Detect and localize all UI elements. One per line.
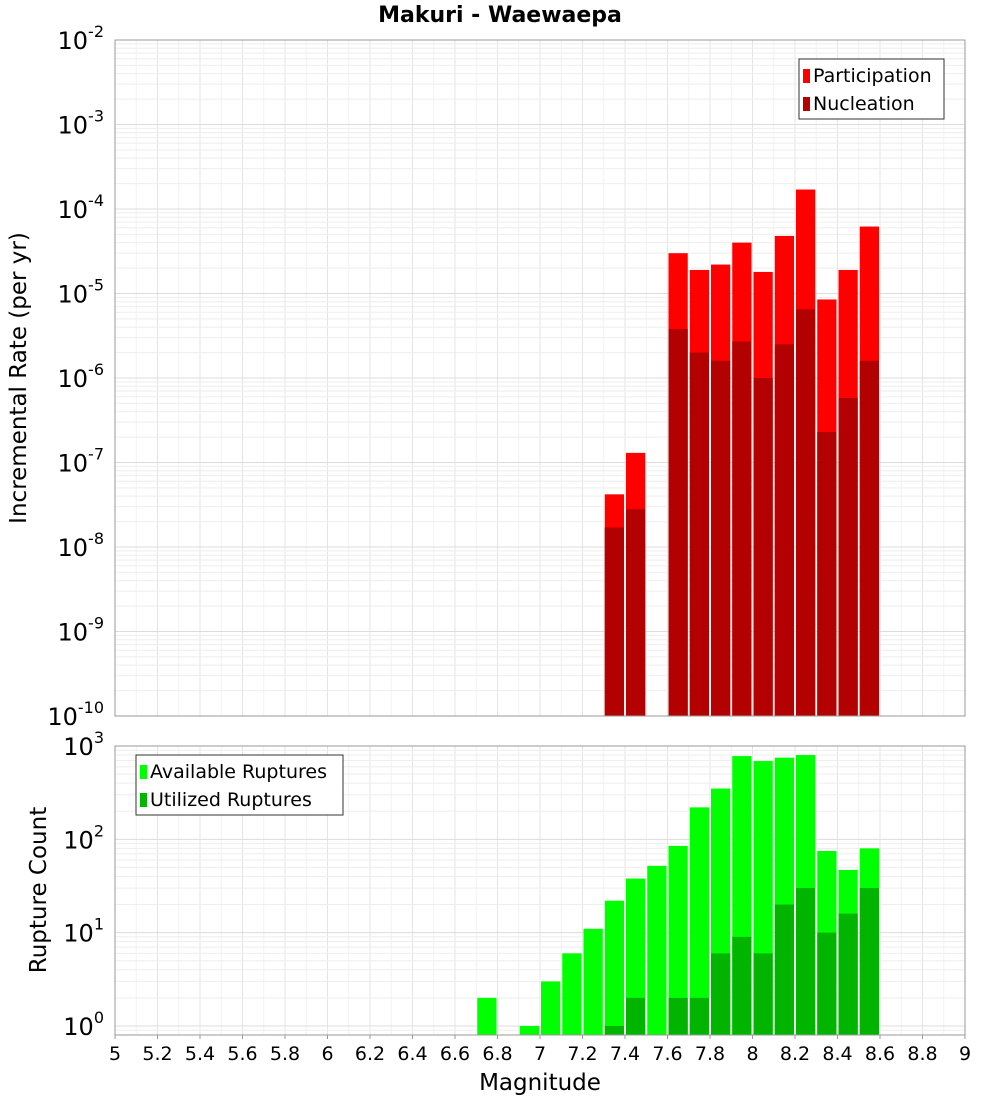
- bar-utilized: [796, 888, 816, 1035]
- x-tick-label: 9: [959, 1043, 971, 1065]
- bar-nucleation: [711, 360, 731, 716]
- bar-available: [583, 928, 603, 1035]
- bar-available: [689, 807, 709, 1035]
- bar-available: [604, 900, 624, 1035]
- bottom-y-tick-labels: 100 101 102 103: [63, 728, 104, 1041]
- y-tick-label: 10-8: [58, 529, 105, 562]
- x-tick-label: 8: [746, 1043, 758, 1065]
- chart-title: Makuri - Waewaepa: [378, 3, 622, 28]
- x-tick-label: 5.4: [185, 1043, 215, 1065]
- x-tick-label: 8.6: [865, 1043, 895, 1065]
- bar-available: [647, 865, 667, 1035]
- bar-utilized: [838, 913, 858, 1035]
- x-tick-label: 6.2: [355, 1043, 385, 1065]
- legend-label: Nucleation: [813, 93, 915, 115]
- bar-nucleation: [774, 344, 794, 716]
- x-tick-labels: 5 5.2 5.4 5.6 5.8 6 6.2 6.4 6.6 6.8 7 7.2 7.4 7.6 7.8 8…: [109, 1035, 971, 1065]
- bar-available: [668, 845, 688, 1035]
- y-tick-label: 10-10: [47, 698, 104, 731]
- bar-nucleation: [796, 309, 816, 716]
- legend-swatch: [140, 765, 147, 779]
- bar-utilized: [859, 888, 879, 1035]
- legend-swatch: [803, 69, 810, 83]
- x-axis-label: Magnitude: [479, 1070, 601, 1096]
- bar-nucleation: [626, 509, 646, 716]
- bar-utilized: [626, 997, 646, 1035]
- top-bars: [604, 189, 879, 717]
- bar-available: [519, 1025, 539, 1035]
- bar-nucleation: [732, 341, 752, 716]
- top-grid: [114, 39, 966, 717]
- x-tick-label: 5: [109, 1043, 121, 1065]
- bar-available: [626, 878, 646, 1035]
- bar-available: [541, 981, 561, 1035]
- bar-nucleation: [753, 378, 773, 716]
- bar-nucleation: [689, 352, 709, 716]
- bar-available: [562, 953, 582, 1035]
- bar-utilized: [689, 997, 709, 1035]
- top-y-tick-labels: 10-10 10-9 10-8 10-7 10-6 10-5 10-4 10-3 10-2: [47, 22, 104, 731]
- y-tick-label: 103: [63, 728, 104, 761]
- top-y-axis-label: Incremental Rate (per yr): [6, 232, 32, 524]
- y-tick-label: 101: [63, 915, 104, 948]
- x-tick-label: 7.2: [567, 1043, 597, 1065]
- bar-nucleation: [838, 397, 858, 716]
- x-tick-label: 6.8: [482, 1043, 512, 1065]
- x-tick-label: 6.4: [397, 1043, 427, 1065]
- y-tick-label: 100: [63, 1008, 104, 1041]
- top-plot-border: [114, 39, 966, 717]
- legend-box: [135, 754, 344, 816]
- top-legend: Participation Nucleation: [798, 58, 945, 120]
- legend-swatch: [140, 793, 147, 807]
- legend-label: Utilized Ruptures: [150, 789, 312, 811]
- bar-utilized: [817, 932, 837, 1035]
- y-tick-label: 10-2: [58, 22, 105, 55]
- x-tick-label: 7: [534, 1043, 546, 1065]
- y-tick-label: 10-9: [58, 614, 105, 647]
- bar-utilized: [604, 1025, 624, 1035]
- x-tick-label: 8.4: [822, 1043, 852, 1065]
- x-tick-label: 8.8: [907, 1043, 937, 1065]
- x-tick-label: 5.6: [227, 1043, 257, 1065]
- x-tick-label: 7.6: [652, 1043, 682, 1065]
- bar-utilized: [668, 997, 688, 1035]
- x-tick-label: 5.8: [270, 1043, 300, 1065]
- x-tick-label: 7.8: [695, 1043, 725, 1065]
- x-tick-label: 8.2: [780, 1043, 810, 1065]
- legend-box: [798, 58, 945, 120]
- bar-nucleation: [604, 527, 624, 716]
- x-tick-label: 5.2: [142, 1043, 172, 1065]
- legend-swatch: [803, 97, 810, 111]
- x-tick-label: 6: [321, 1043, 333, 1065]
- y-tick-label: 10-4: [58, 191, 105, 224]
- bottom-bars: [477, 755, 879, 1035]
- bottom-y-axis-label: Rupture Count: [26, 807, 52, 973]
- y-tick-label: 10-5: [58, 276, 105, 309]
- bar-utilized: [774, 904, 794, 1035]
- bar-utilized: [711, 953, 731, 1035]
- bar-available: [477, 997, 497, 1035]
- y-tick-label: 102: [63, 821, 104, 854]
- legend-label: Participation: [813, 65, 932, 87]
- bar-nucleation: [859, 360, 879, 716]
- y-tick-label: 10-7: [58, 445, 105, 478]
- bar-utilized: [753, 953, 773, 1035]
- x-tick-label: 6.6: [440, 1043, 470, 1065]
- bar-nucleation: [817, 431, 837, 716]
- x-tick-label: 7.4: [610, 1043, 640, 1065]
- legend-label: Available Ruptures: [150, 761, 327, 783]
- y-tick-label: 10-3: [58, 107, 105, 140]
- bottom-legend: Available Ruptures Utilized Ruptures: [135, 754, 344, 816]
- bar-nucleation: [668, 329, 688, 716]
- bar-utilized: [732, 936, 752, 1035]
- y-tick-label: 10-6: [58, 360, 105, 393]
